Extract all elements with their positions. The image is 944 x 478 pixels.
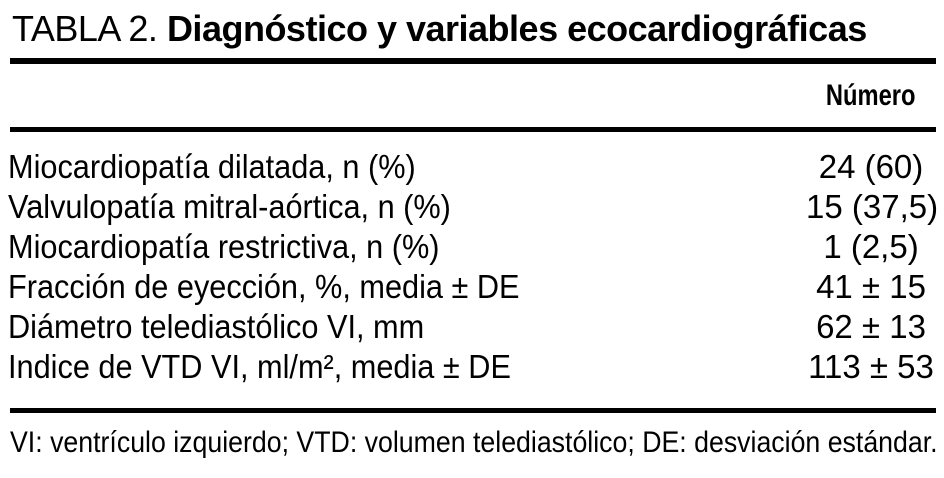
row-value: 24 (60): [818, 148, 924, 185]
row-label-text: Fracción de eyección, %, media ± DE: [8, 268, 520, 305]
row-label-text: Miocardiopatía dilatada, n (%): [8, 148, 416, 185]
row-label-text: Valvulopatía mitral-aórtica, n (%): [8, 188, 451, 225]
table-number-label: TABLA 2.: [12, 8, 158, 49]
table-body: Miocardiopatía dilatada, n (%) 24 (60) V…: [0, 147, 944, 387]
value-column-header: Número: [806, 79, 936, 113]
row-value: 41 ± 15: [816, 268, 926, 305]
row-label-text: Indice de VTD VI, ml/m², media ± DE: [8, 348, 511, 385]
row-value: 1 (2,5): [823, 228, 919, 265]
top-rule: [10, 58, 936, 64]
row-label-text: Miocardiopatía restrictiva, n (%): [8, 228, 440, 265]
row-label: Valvulopatía mitral-aórtica, n (%): [8, 187, 806, 227]
column-header-row: Número: [0, 64, 944, 127]
row-value: 62 ± 13: [816, 308, 926, 345]
row-label: Diámetro telediastólico VI, mm: [8, 307, 806, 347]
footnote-text: VI: ventrículo izquierdo; VTD: volumen t…: [10, 426, 938, 459]
table-row: Indice de VTD VI, ml/m², media ± DE 113 …: [0, 347, 944, 387]
table-row: Valvulopatía mitral-aórtica, n (%) 15 (3…: [0, 187, 944, 227]
bottom-rule: [10, 408, 936, 413]
numero-header-label: Número: [826, 78, 916, 112]
header-rule: [10, 127, 936, 132]
row-label: Miocardiopatía dilatada, n (%): [8, 147, 806, 187]
row-label: Indice de VTD VI, ml/m², media ± DE: [8, 347, 806, 387]
row-label: Fracción de eyección, %, media ± DE: [8, 267, 806, 307]
row-value: 15 (37,5): [806, 188, 939, 225]
table-row: Fracción de eyección, %, media ± DE 41 ±…: [0, 267, 944, 307]
table-row: Miocardiopatía restrictiva, n (%) 1 (2,5…: [0, 227, 944, 267]
table-row: Diámetro telediastólico VI, mm 62 ± 13: [0, 307, 944, 347]
row-label-text: Diámetro telediastólico VI, mm: [8, 308, 425, 345]
table-row: Miocardiopatía dilatada, n (%) 24 (60): [0, 147, 944, 187]
row-value: 113 ± 53: [808, 348, 934, 385]
table-title-text: Diagnóstico y variables ecocardiográfica…: [166, 8, 867, 49]
row-label: Miocardiopatía restrictiva, n (%): [8, 227, 806, 267]
table-footnote: VI: ventrículo izquierdo; VTD: volumen t…: [10, 425, 944, 461]
page-title: TABLA 2. Diagnóstico y variables ecocard…: [0, 0, 944, 50]
